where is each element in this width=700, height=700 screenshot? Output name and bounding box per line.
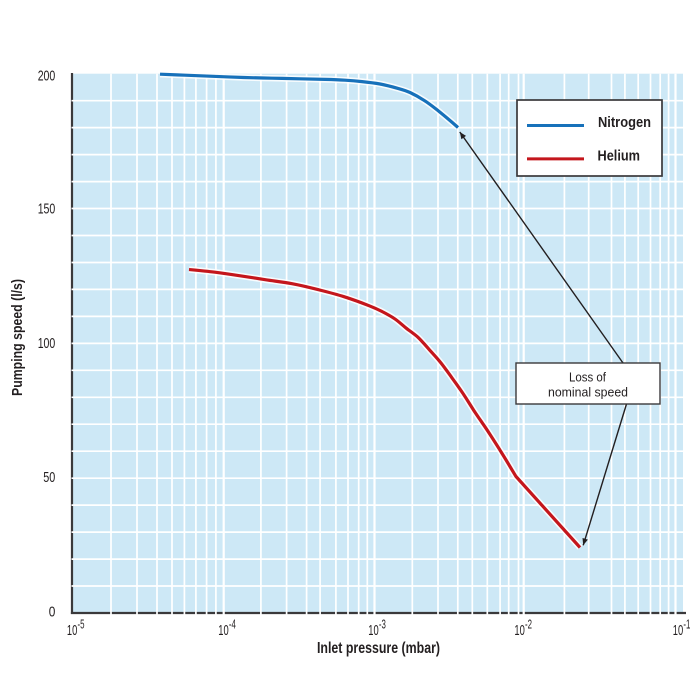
svg-text:Pumping speed (l/s): Pumping speed (l/s)	[10, 279, 26, 396]
svg-text:50: 50	[43, 470, 55, 486]
svg-text:0: 0	[49, 605, 56, 621]
svg-text:-1: -1	[683, 618, 690, 632]
svg-text:150: 150	[38, 202, 56, 218]
svg-text:Nitrogen: Nitrogen	[598, 115, 651, 131]
svg-text:nominal speed: nominal speed	[548, 384, 628, 399]
svg-text:10: 10	[368, 623, 378, 639]
svg-text:-5: -5	[78, 618, 85, 632]
svg-text:-3: -3	[379, 618, 386, 632]
svg-text:10: 10	[673, 623, 683, 639]
svg-text:200: 200	[38, 69, 56, 85]
svg-text:Inlet pressure (mbar): Inlet pressure (mbar)	[317, 640, 440, 657]
svg-text:Loss of: Loss of	[569, 369, 606, 384]
svg-text:10: 10	[514, 623, 524, 639]
svg-text:-4: -4	[229, 618, 236, 632]
svg-text:10: 10	[218, 623, 228, 639]
svg-text:100: 100	[38, 336, 56, 352]
svg-text:-2: -2	[525, 618, 532, 632]
svg-text:Helium: Helium	[598, 149, 641, 165]
svg-text:10: 10	[67, 623, 77, 639]
